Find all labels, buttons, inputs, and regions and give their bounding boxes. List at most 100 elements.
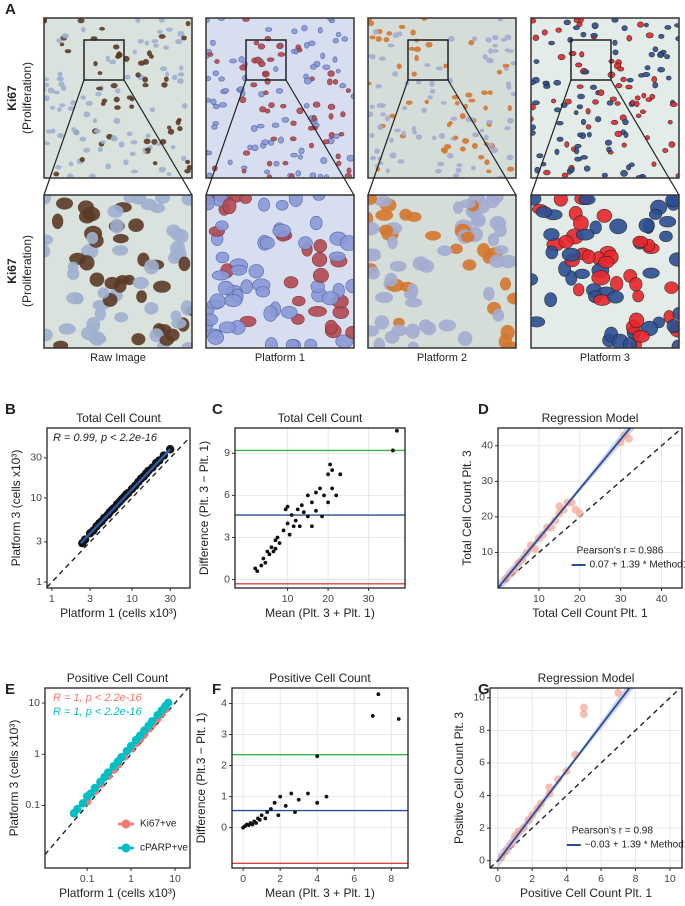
cell [471, 165, 476, 171]
cell [632, 235, 649, 248]
cell [71, 126, 77, 133]
cell [551, 98, 557, 104]
cell [483, 105, 488, 111]
cell [55, 165, 62, 170]
cell [580, 155, 588, 160]
cell [368, 111, 374, 118]
cell [459, 146, 466, 152]
cell [389, 152, 397, 159]
micrograph [368, 18, 516, 178]
cell [561, 172, 569, 178]
chart-title: Regression Model [538, 671, 635, 685]
cell [408, 46, 416, 51]
cell [396, 63, 402, 70]
data-point [265, 549, 270, 554]
data-point [287, 532, 292, 537]
cell [651, 76, 658, 83]
cell [554, 148, 560, 155]
cell [615, 83, 623, 89]
cell [414, 54, 419, 62]
data-point [579, 703, 588, 712]
zoom-line [285, 79, 355, 196]
cell [489, 254, 505, 268]
cell [273, 66, 279, 72]
cell [648, 51, 655, 58]
cell [335, 68, 341, 74]
cell [80, 244, 99, 259]
cell [80, 95, 87, 100]
cell [44, 141, 50, 146]
cell [470, 215, 486, 228]
cell [68, 161, 74, 167]
data-point [299, 503, 304, 508]
y-tick-label: 10 [481, 546, 493, 558]
y-tick-label: 0 [221, 821, 227, 833]
cell [95, 91, 102, 97]
y-axis-label: Difference (Plt. 3 − Plt. 1) [197, 441, 211, 575]
cell [564, 98, 572, 105]
cell [210, 98, 217, 105]
data-point [259, 813, 264, 818]
x-tick-label: 1 [128, 873, 134, 885]
data-point [276, 813, 281, 818]
cell [159, 334, 175, 346]
data-point [253, 566, 258, 571]
cell [239, 96, 247, 104]
cell [53, 171, 60, 177]
cell [387, 43, 395, 48]
cell [303, 77, 312, 85]
cell [177, 30, 185, 37]
cell [281, 116, 290, 123]
cell [144, 147, 151, 152]
cell [379, 224, 394, 236]
cell [482, 54, 488, 60]
cell [457, 331, 473, 346]
cell [67, 261, 79, 273]
panel-label: A [5, 1, 16, 18]
cell [291, 28, 298, 35]
x-tick-label: 4 [564, 873, 570, 885]
cell [557, 53, 566, 61]
cell [152, 161, 158, 166]
data-point [271, 549, 276, 554]
cell [81, 26, 86, 33]
cell [164, 71, 170, 77]
cell [438, 133, 445, 139]
y-tick-label: 1 [34, 748, 40, 760]
x-axis-label: Mean (Plt. 3 + Plt. 1) [265, 606, 375, 620]
cell [620, 169, 628, 177]
cell [112, 44, 120, 50]
cell [492, 308, 505, 322]
cell [222, 197, 237, 215]
cell [572, 25, 580, 31]
x-tick-label: 4 [314, 873, 320, 885]
cell [118, 141, 125, 148]
cell [406, 211, 422, 222]
cell [643, 22, 649, 28]
image-frame [43, 194, 193, 349]
cell [320, 157, 328, 164]
cell [327, 78, 333, 86]
cell [143, 138, 151, 145]
cell [606, 100, 614, 106]
panel-label: G [478, 681, 490, 698]
cell [507, 105, 512, 112]
cell [44, 82, 50, 88]
cell [209, 293, 226, 309]
cell [212, 103, 220, 110]
data-point [297, 524, 302, 529]
cell [637, 21, 644, 28]
plot-frame [46, 427, 191, 589]
cell [338, 132, 345, 137]
cell [629, 277, 643, 292]
cell [404, 297, 423, 308]
cell [173, 228, 189, 244]
y-tick-label: 9 [224, 447, 230, 459]
cell [167, 252, 182, 264]
cell [421, 321, 437, 336]
cell [499, 277, 511, 291]
cell [638, 217, 655, 233]
regression-line [498, 428, 632, 588]
y-tick-label: 0 [224, 573, 230, 585]
y-tick-label: 4 [221, 697, 227, 709]
